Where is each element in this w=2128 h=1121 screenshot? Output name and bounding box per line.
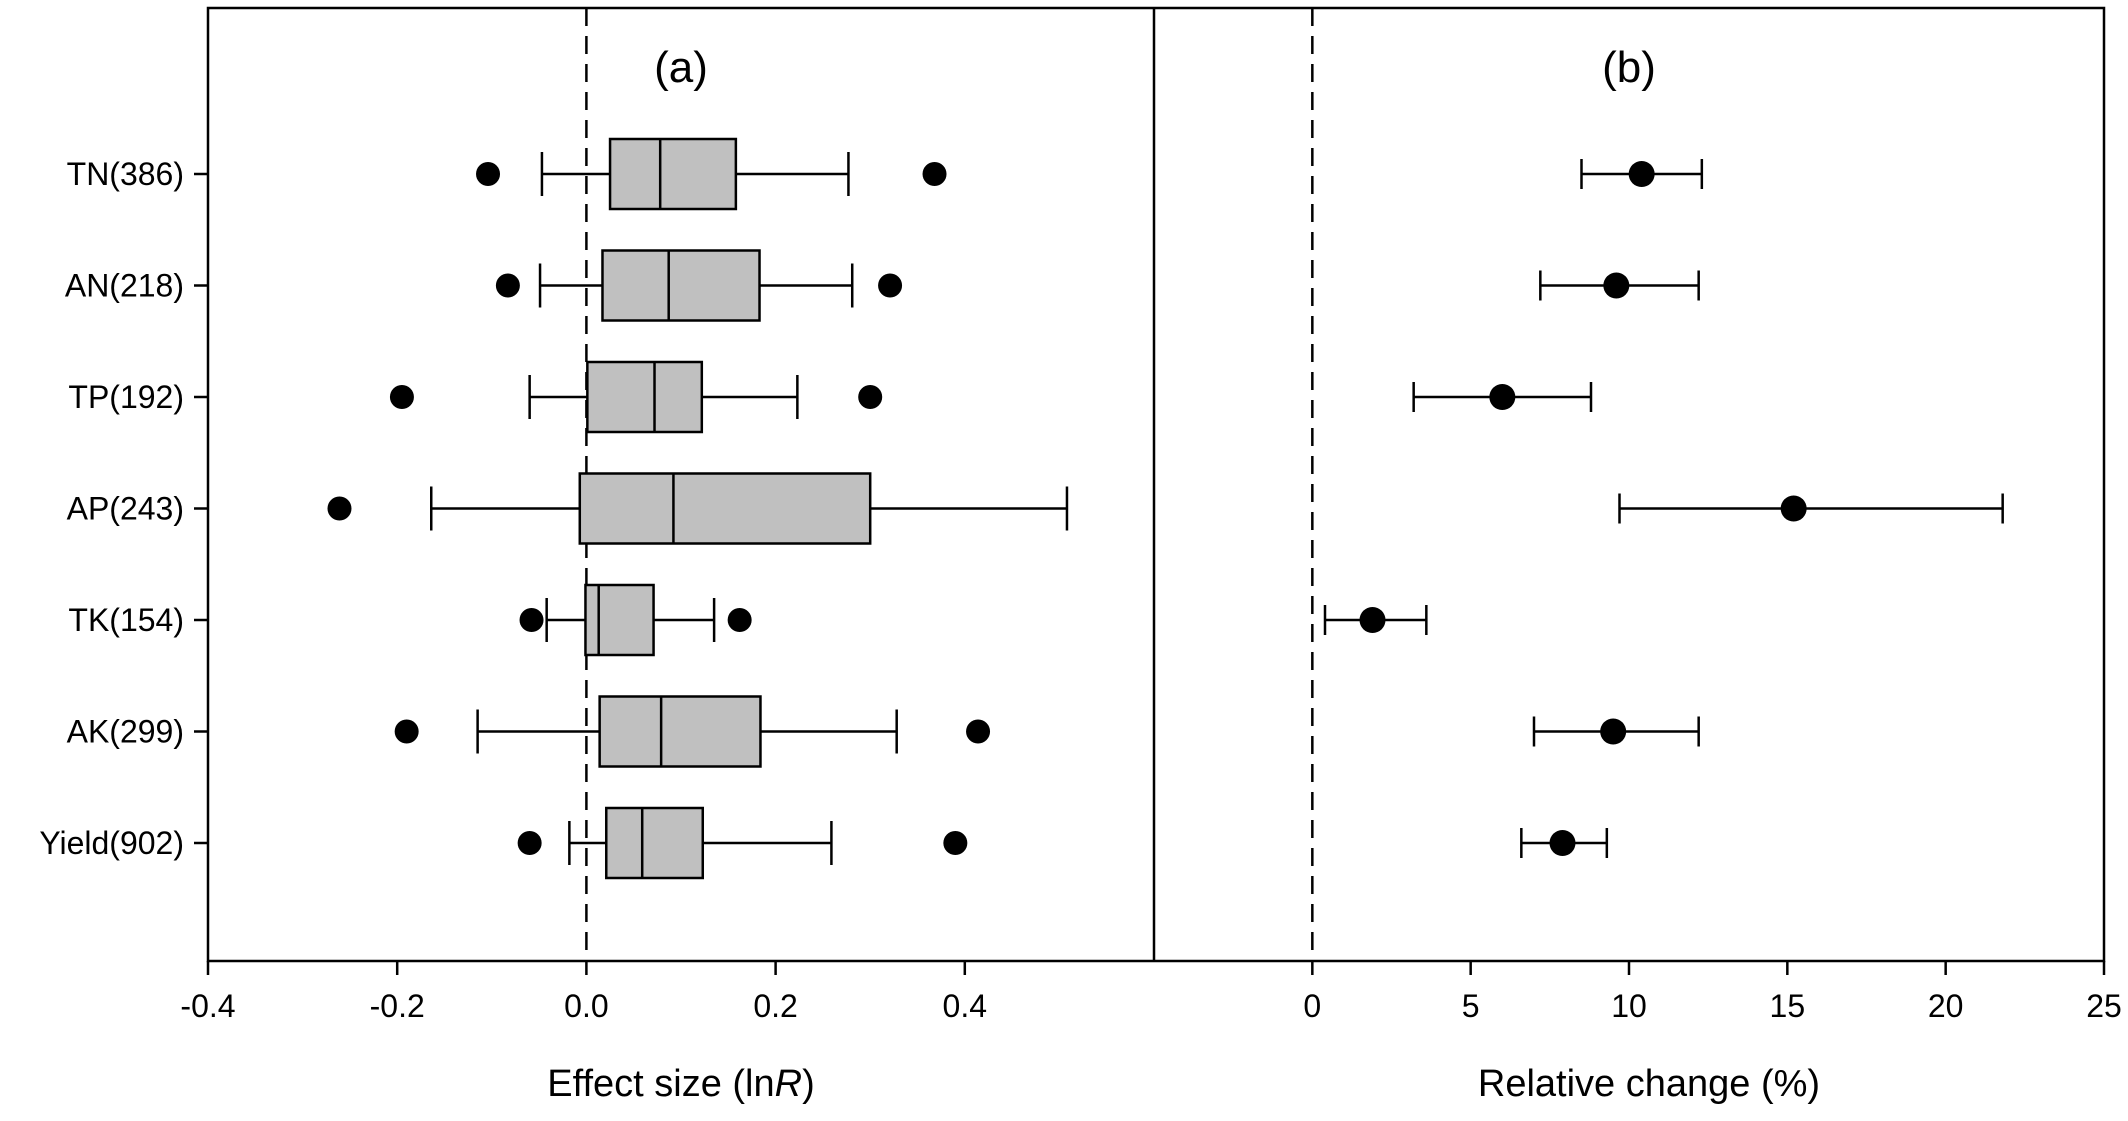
iqr-box [598,695,762,768]
panel-b-tick-label-3: 15 [1770,988,1806,1024]
errorbar-0 [1580,159,1704,189]
panel-a-xlabel: Effect size (lnR) [547,1063,815,1105]
panel-a [327,8,1069,961]
panel-a-tick-label-0: -0.4 [180,988,235,1024]
plot-frame: -0.4 -0.2 0.0 0.2 0.4 0 5 10 15 20 25 [180,6,2122,1024]
panel-b-tick-label-1: 5 [1462,988,1480,1024]
category-label-1: AN(218) [65,268,184,304]
outlier-point-1 [922,162,947,186]
outlier-point-1 [878,273,903,298]
outlier-point-1 [858,385,883,409]
boxplot-4 [519,583,752,657]
outlier-point-1 [727,608,752,632]
mean-point [1603,272,1630,299]
iqr-box [586,360,704,434]
outlier-point-0 [495,273,520,298]
category-label-5: AK(299) [67,714,184,750]
panel-b [1311,8,2004,961]
category-label-2: TP(192) [68,379,184,415]
axis-titles: (a) (b) Effect size (lnR) Relative change (… [547,43,1820,1105]
outlier-point-0 [389,385,414,409]
panel-a-xlabel-italic: R [775,1063,802,1105]
mean-point [1359,607,1386,633]
iqr-box [608,137,738,211]
panel-b-tick-label-0: 0 [1303,988,1321,1024]
boxplot-2 [389,360,883,434]
errorbar-6 [1520,828,1609,858]
outlier-point-0 [476,162,501,186]
boxplot-0 [476,137,947,211]
iqr-box [605,806,705,880]
mean-point [1549,830,1576,856]
outlier-point-0 [394,719,419,744]
boxplot-5 [394,695,991,768]
panel-b-label: (b) [1602,43,1656,92]
category-labels: TN(386) AN(218) TP(192) AP(243) TK(154) AK(29… [39,156,208,861]
iqr-box [601,249,761,322]
panel-b-xlabel: Relative change (%) [1478,1063,1820,1105]
mean-point [1780,495,1807,522]
iqr-box [584,583,655,657]
panel-b-tick-label-5: 25 [2086,988,2122,1024]
panel-a-tick-label-1: -0.2 [370,988,425,1024]
outlier-point-0 [519,608,544,632]
panel-a-tick-label-2: 0.0 [564,988,608,1024]
iqr-box [578,472,872,545]
panel-b-tick-label-2: 10 [1611,988,1647,1024]
mean-point [1489,384,1516,410]
boxplot-3 [327,472,1069,545]
plot-border [206,6,2106,963]
category-label-0: TN(386) [67,156,184,192]
panel-a-xlabel-close: ) [802,1063,815,1105]
mean-point [1628,161,1655,187]
outlier-point-1 [966,719,991,744]
boxplot-6 [517,806,968,880]
errorbar-2 [1412,382,1593,412]
category-label-3: AP(243) [67,491,184,527]
panel-a-tick-label-3: 0.2 [753,988,797,1024]
errorbar-4 [1323,605,1428,635]
boxplot-1 [495,249,903,322]
errorbar-1 [1539,270,1700,301]
outlier-point-0 [327,496,352,521]
errorbar-3 [1618,493,2004,524]
panel-b-tick-label-4: 20 [1928,988,1964,1024]
outlier-point-0 [517,831,542,855]
category-label-6: Yield(902) [39,825,184,861]
mean-point [1600,718,1627,745]
errorbar-5 [1532,716,1700,747]
panel-a-label: (a) [654,43,708,92]
category-label-4: TK(154) [68,602,184,638]
outlier-point-1 [943,831,968,855]
panel-a-tick-label-4: 0.4 [943,988,987,1024]
panel-a-xlabel-main: Effect size (ln [547,1063,774,1105]
